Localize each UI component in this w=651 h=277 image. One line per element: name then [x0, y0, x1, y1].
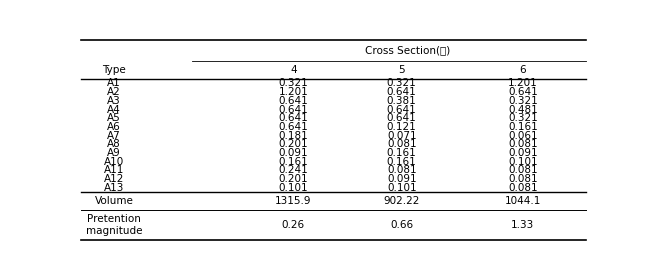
- Text: 0.26: 0.26: [282, 220, 305, 230]
- Text: 1.201: 1.201: [508, 78, 538, 88]
- Text: 0.641: 0.641: [508, 87, 538, 97]
- Text: 0.381: 0.381: [387, 96, 417, 106]
- Text: 0.091: 0.091: [279, 148, 308, 158]
- Text: 0.161: 0.161: [387, 157, 417, 167]
- Text: 1315.9: 1315.9: [275, 196, 312, 206]
- Text: 0.641: 0.641: [279, 96, 308, 106]
- Text: 0.641: 0.641: [279, 104, 308, 114]
- Text: 0.161: 0.161: [279, 157, 308, 167]
- Text: 0.321: 0.321: [387, 78, 417, 88]
- Text: 0.081: 0.081: [387, 165, 417, 175]
- Text: A6: A6: [107, 122, 121, 132]
- Text: Volume: Volume: [95, 196, 133, 206]
- Text: A10: A10: [104, 157, 124, 167]
- Text: 0.161: 0.161: [387, 148, 417, 158]
- Text: 1.201: 1.201: [279, 87, 308, 97]
- Text: 5: 5: [398, 65, 405, 75]
- Text: A2: A2: [107, 87, 121, 97]
- Text: 1044.1: 1044.1: [505, 196, 541, 206]
- Text: 0.201: 0.201: [279, 174, 308, 184]
- Text: A12: A12: [104, 174, 124, 184]
- Text: 0.481: 0.481: [508, 104, 538, 114]
- Text: 0.081: 0.081: [387, 139, 417, 149]
- Text: 0.161: 0.161: [508, 122, 538, 132]
- Text: 0.641: 0.641: [279, 122, 308, 132]
- Text: A5: A5: [107, 113, 121, 123]
- Text: 0.321: 0.321: [508, 96, 538, 106]
- Text: A13: A13: [104, 183, 124, 193]
- Text: 0.081: 0.081: [508, 139, 538, 149]
- Text: A4: A4: [107, 104, 121, 114]
- Text: 0.091: 0.091: [387, 174, 417, 184]
- Text: A7: A7: [107, 131, 121, 141]
- Text: A3: A3: [107, 96, 121, 106]
- Text: 0.121: 0.121: [387, 122, 417, 132]
- Text: 0.641: 0.641: [387, 113, 417, 123]
- Text: A11: A11: [104, 165, 124, 175]
- Text: 0.641: 0.641: [387, 104, 417, 114]
- Text: 0.071: 0.071: [387, 131, 417, 141]
- Text: 0.101: 0.101: [387, 183, 417, 193]
- Text: 0.181: 0.181: [279, 131, 308, 141]
- Text: 0.061: 0.061: [508, 131, 538, 141]
- Text: Type: Type: [102, 65, 126, 75]
- Text: A1: A1: [107, 78, 121, 88]
- Text: 1.33: 1.33: [511, 220, 534, 230]
- Text: Pretention
magnitude: Pretention magnitude: [86, 214, 143, 236]
- Text: 0.321: 0.321: [508, 113, 538, 123]
- Text: 4: 4: [290, 65, 297, 75]
- Text: 6: 6: [519, 65, 526, 75]
- Text: 0.321: 0.321: [279, 78, 308, 88]
- Text: A9: A9: [107, 148, 121, 158]
- Text: 0.201: 0.201: [279, 139, 308, 149]
- Text: 0.66: 0.66: [390, 220, 413, 230]
- Text: 0.641: 0.641: [279, 113, 308, 123]
- Text: 902.22: 902.22: [383, 196, 420, 206]
- Text: A8: A8: [107, 139, 121, 149]
- Text: 0.101: 0.101: [279, 183, 308, 193]
- Text: Cross Section(㎢): Cross Section(㎢): [365, 45, 450, 55]
- Text: 0.641: 0.641: [387, 87, 417, 97]
- Text: 0.081: 0.081: [508, 165, 538, 175]
- Text: 0.101: 0.101: [508, 157, 538, 167]
- Text: 0.241: 0.241: [279, 165, 308, 175]
- Text: 0.081: 0.081: [508, 174, 538, 184]
- Text: 0.091: 0.091: [508, 148, 538, 158]
- Text: 0.081: 0.081: [508, 183, 538, 193]
